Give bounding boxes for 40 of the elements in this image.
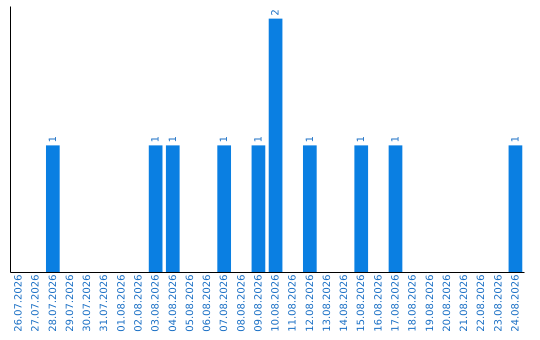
x-tick-label: 24.08.2026 — [510, 274, 522, 332]
data-label: 1 — [168, 136, 179, 142]
x-tick-label: 02.08.2026 — [134, 274, 144, 332]
x-tick-label: 04.08.2026 — [168, 274, 179, 332]
x-tick-label: 21.08.2026 — [459, 274, 470, 332]
x-tick-label: 01.08.2026 — [116, 274, 128, 332]
x-tick-label: 17.08.2026 — [390, 274, 402, 332]
data-label: 1 — [219, 136, 230, 142]
x-tick-label: 08.08.2026 — [236, 274, 248, 332]
x-tick-label: 09.08.2026 — [253, 274, 264, 332]
data-label: 1 — [253, 136, 264, 142]
x-tick-label: 31.07.2026 — [99, 274, 110, 332]
data-label: 1 — [510, 136, 522, 142]
x-tick-label: 15.08.2026 — [356, 274, 368, 332]
x-tick-label: 13.08.2026 — [322, 274, 333, 332]
x-tick-label: 03.08.2026 — [150, 274, 162, 332]
x-tick-label: 20.08.2026 — [442, 274, 453, 332]
x-tick-label: 19.08.2026 — [424, 274, 436, 332]
x-tick-label: 16.08.2026 — [373, 274, 384, 332]
x-tick-label: 06.08.2026 — [202, 274, 214, 332]
data-label: 1 — [390, 136, 402, 142]
x-tick-label: 30.07.2026 — [82, 274, 94, 332]
x-tick-label: 29.07.2026 — [64, 274, 76, 332]
data-label: 1 — [150, 136, 162, 142]
x-tick-label: 14.08.2026 — [339, 274, 350, 332]
x-tick-label: 18.08.2026 — [408, 274, 419, 332]
x-tick-label: 11.08.2026 — [288, 274, 299, 332]
x-tick-label: 27.07.2026 — [30, 274, 42, 332]
x-tick-label: 26.07.2026 — [14, 274, 25, 332]
data-label: 2 — [270, 9, 282, 16]
x-tick-label: 23.08.2026 — [493, 274, 504, 332]
x-tick-label: 10.08.2026 — [270, 274, 282, 332]
x-tick-label: 12.08.2026 — [304, 274, 316, 332]
x-tick-label: 28.07.2026 — [48, 274, 59, 332]
data-label: 1 — [48, 136, 59, 142]
x-tick-label: 07.08.2026 — [219, 274, 230, 332]
x-tick-label: 22.08.2026 — [476, 274, 488, 332]
data-label: 1 — [356, 136, 368, 142]
data-label: 1 — [304, 136, 316, 142]
x-tick-label: 05.08.2026 — [184, 274, 196, 332]
